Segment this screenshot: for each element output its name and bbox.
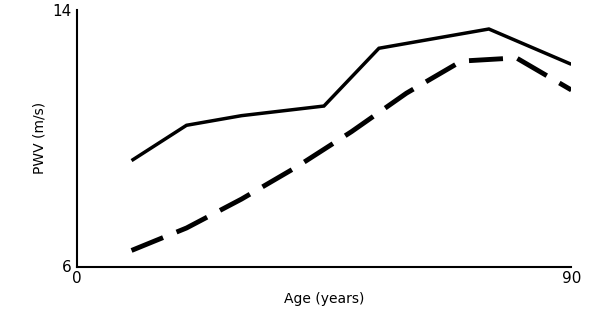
- X-axis label: Age (years): Age (years): [284, 292, 364, 306]
- Y-axis label: PWV (m/s): PWV (m/s): [33, 102, 47, 174]
